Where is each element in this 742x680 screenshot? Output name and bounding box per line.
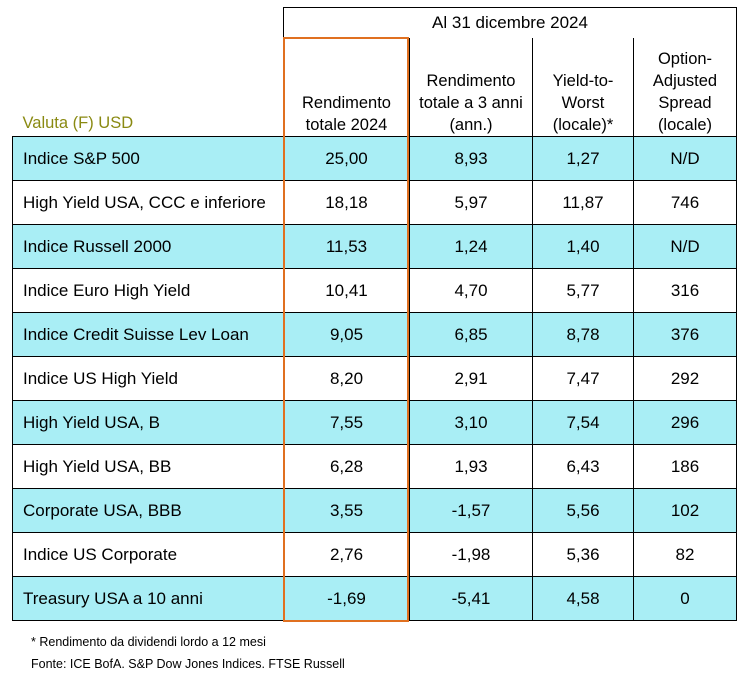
header-yield-to-worst: Yield-to-Worst (locale)* <box>532 37 634 137</box>
cell-oas: 102 <box>633 488 737 533</box>
cell-return-2024: 2,76 <box>283 532 410 577</box>
cell-return-3y: -5,41 <box>409 576 533 621</box>
cell-oas: N/D <box>633 224 737 269</box>
cell-return-2024: 8,20 <box>283 356 410 401</box>
header-option-adjusted-spread: Option-Adjusted Spread (locale) <box>633 37 737 137</box>
cell-return-2024: -1,69 <box>283 576 410 621</box>
date-span-header: Al 31 dicembre 2024 <box>283 7 737 38</box>
cell-oas: 746 <box>633 180 737 225</box>
cell-return-3y: 8,93 <box>409 136 533 181</box>
cell-return-3y: 6,85 <box>409 312 533 357</box>
table-row: Indice Russell 2000 11,53 1,24 1,40 N/D <box>12 224 737 269</box>
table-row: High Yield USA, CCC e inferiore 18,18 5,… <box>12 180 737 225</box>
table-row: Indice Euro High Yield 10,41 4,70 5,77 3… <box>12 268 737 313</box>
header-total-return-3y: Rendimento totale a 3 anni (ann.) <box>409 37 533 137</box>
cell-oas: 186 <box>633 444 737 489</box>
cell-oas: 376 <box>633 312 737 357</box>
cell-oas: N/D <box>633 136 737 181</box>
cell-return-2024: 18,18 <box>283 180 410 225</box>
table-row: Indice US Corporate 2,76 -1,98 5,36 82 <box>12 532 737 577</box>
row-name: High Yield USA, B <box>12 400 284 445</box>
footnote: * Rendimento da dividendi lordo a 12 mes… <box>31 635 266 649</box>
cell-ytw: 1,40 <box>532 224 634 269</box>
cell-ytw: 6,43 <box>532 444 634 489</box>
empty-corner <box>13 8 284 38</box>
cell-ytw: 5,77 <box>532 268 634 313</box>
table-row: Treasury USA a 10 anni -1,69 -5,41 4,58 … <box>12 576 737 621</box>
cell-ytw: 8,78 <box>532 312 634 357</box>
row-name: Indice Russell 2000 <box>12 224 284 269</box>
cell-return-2024: 3,55 <box>283 488 410 533</box>
cell-return-3y: 5,97 <box>409 180 533 225</box>
row-name: Treasury USA a 10 anni <box>12 576 284 621</box>
cell-return-2024: 9,05 <box>283 312 410 357</box>
cell-return-2024: 7,55 <box>283 400 410 445</box>
cell-return-3y: 1,24 <box>409 224 533 269</box>
table-row: Corporate USA, BBB 3,55 -1,57 5,56 102 <box>12 488 737 533</box>
cell-return-3y: -1,98 <box>409 532 533 577</box>
cell-return-3y: 1,93 <box>409 444 533 489</box>
source-note: Fonte: ICE BofA. S&P Dow Jones Indices. … <box>31 657 345 671</box>
row-name: Corporate USA, BBB <box>12 488 284 533</box>
cell-return-3y: -1,57 <box>409 488 533 533</box>
cell-return-3y: 3,10 <box>409 400 533 445</box>
cell-ytw: 1,27 <box>532 136 634 181</box>
table-row: Indice US High Yield 8,20 2,91 7,47 292 <box>12 356 737 401</box>
cell-return-2024: 11,53 <box>283 224 410 269</box>
currency-label: Valuta (F) USD <box>22 114 134 132</box>
table-row: High Yield USA, B 7,55 3,10 7,54 296 <box>12 400 737 445</box>
cell-oas: 296 <box>633 400 737 445</box>
table-row: High Yield USA, BB 6,28 1,93 6,43 186 <box>12 444 737 489</box>
cell-return-2024: 25,00 <box>283 136 410 181</box>
cell-ytw: 7,47 <box>532 356 634 401</box>
cell-return-3y: 2,91 <box>409 356 533 401</box>
row-name: Indice Euro High Yield <box>12 268 284 313</box>
cell-ytw: 4,58 <box>532 576 634 621</box>
row-name: Indice S&P 500 <box>12 136 284 181</box>
cell-oas: 82 <box>633 532 737 577</box>
cell-return-3y: 4,70 <box>409 268 533 313</box>
row-name: Indice US Corporate <box>12 532 284 577</box>
row-name: Indice Credit Suisse Lev Loan <box>12 312 284 357</box>
cell-oas: 292 <box>633 356 737 401</box>
column-header-row: Valuta (F) USD Rendimento totale 2024 Re… <box>13 37 737 137</box>
cell-oas: 316 <box>633 268 737 313</box>
cell-return-2024: 6,28 <box>283 444 410 489</box>
cell-ytw: 7,54 <box>532 400 634 445</box>
cell-oas: 0 <box>633 576 737 621</box>
date-header-row: Al 31 dicembre 2024 <box>13 7 737 38</box>
cell-ytw: 5,36 <box>532 532 634 577</box>
returns-table-container: Al 31 dicembre 2024 Valuta (F) USD Rendi… <box>12 7 737 622</box>
returns-table: Al 31 dicembre 2024 Valuta (F) USD Rendi… <box>12 7 737 621</box>
table-row: Indice Credit Suisse Lev Loan 9,05 6,85 … <box>12 312 737 357</box>
cell-ytw: 11,87 <box>532 180 634 225</box>
table-row: Indice S&P 500 25,00 8,93 1,27 N/D <box>12 136 737 181</box>
row-name: Indice US High Yield <box>12 356 284 401</box>
cell-return-2024: 10,41 <box>283 268 410 313</box>
header-total-return-2024: Rendimento totale 2024 <box>283 37 410 137</box>
cell-ytw: 5,56 <box>532 488 634 533</box>
row-name: High Yield USA, CCC e inferiore <box>12 180 284 225</box>
row-name: High Yield USA, BB <box>12 444 284 489</box>
